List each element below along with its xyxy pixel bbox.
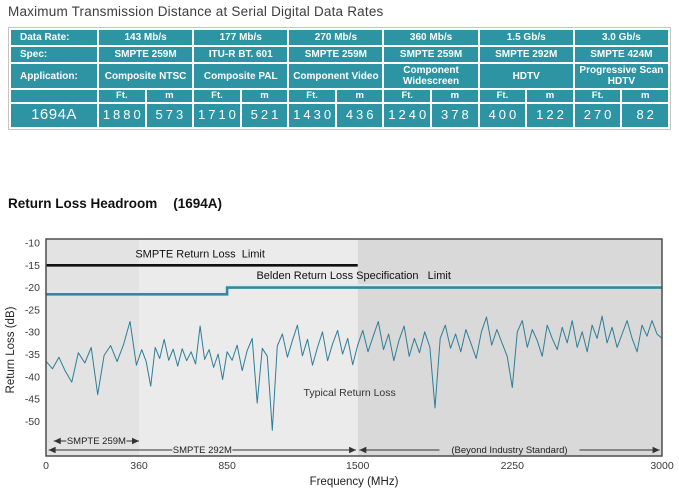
y-tick-label: -50 — [25, 416, 40, 428]
data-rate-cell: 3.0 Gb/s — [574, 30, 668, 45]
section-heading: Return Loss Headroom (1694A) — [8, 196, 222, 211]
spec-cell: SMPTE 292M — [479, 47, 573, 62]
range-annotation-label: (Beyond Industry Standard) — [451, 445, 567, 456]
distance-ft-value: 1240 — [384, 104, 431, 127]
spec-cell: SMPTE 259M — [289, 47, 383, 62]
data-rate-cell: 270 Mb/s — [289, 30, 383, 45]
data-rate-cell: 1.5 Gb/s — [479, 30, 573, 45]
arrowhead-left — [359, 446, 367, 454]
chart-band — [357, 239, 662, 456]
distance-m-value: 521 — [241, 104, 288, 127]
unit-m-cell: m — [336, 90, 383, 102]
application-cell: Composite NTSC — [99, 64, 193, 88]
row-label-data-rate: Data Rate: — [11, 30, 97, 45]
unit-ft-cell: Ft. — [194, 90, 240, 102]
x-tick-label: 360 — [130, 460, 148, 472]
y-tick-label: -10 — [25, 238, 40, 250]
typical-return-loss-label: Typical Return Loss — [304, 387, 396, 399]
return-loss-chart-container: -10 -15 -20 -25 -30 -35 -40 -45 -50 Return Loss (… — [0, 232, 679, 495]
y-axis-title: Return Loss (dB) — [5, 306, 17, 393]
data-rate-cell: 177 Mb/s — [194, 30, 288, 45]
belden-limit-label: Belden Return Loss Specification Limit — [256, 270, 450, 282]
arrowhead-right — [652, 446, 660, 454]
unit-m-cell: m — [622, 90, 668, 102]
range-annotation-label-bg — [439, 444, 580, 456]
distance-m-value: 436 — [336, 104, 383, 127]
chart-band — [46, 239, 140, 456]
unit-m-cell: m — [146, 90, 193, 102]
product-cell: 1694A — [11, 104, 97, 127]
table-row: Ft. m Ft. m Ft. m Ft. m Ft. m Ft. m — [11, 90, 668, 102]
table-body: Data Rate: 143 Mb/s 177 Mb/s 270 Mb/s 360 Mb… — [11, 30, 668, 127]
unit-ft-cell: Ft. — [384, 90, 431, 102]
distance-m-value: 378 — [432, 104, 478, 127]
x-tick-label: 850 — [218, 460, 236, 472]
distance-ft-value: 1880 — [99, 104, 145, 127]
spec-cell: SMPTE 424M — [574, 47, 668, 62]
return-loss-chart: -10 -15 -20 -25 -30 -35 -40 -45 -50 Return Loss (… — [5, 238, 674, 489]
y-tick-label: -20 — [25, 282, 40, 294]
spec-cell: SMPTE 259M — [384, 47, 478, 62]
application-cell: Component Widescreen — [384, 64, 478, 88]
section-heading-title: Return Loss Headroom — [8, 196, 158, 211]
unit-ft-cell: Ft. — [99, 90, 145, 102]
transmission-distance-table: Data Rate: 143 Mb/s 177 Mb/s 270 Mb/s 360 Mb… — [8, 27, 671, 130]
smpte-limit-label: SMPTE Return Loss Limit — [135, 248, 265, 260]
range-annotation-label: SMPTE 292M — [173, 445, 232, 456]
unit-m-cell: m — [432, 90, 478, 102]
distance-m-value: 573 — [146, 104, 193, 127]
unit-ft-cell: Ft. — [574, 90, 621, 102]
arrowhead-right — [132, 437, 140, 445]
range-annotation-label-bg — [172, 444, 233, 456]
typical-return-loss-trace — [45, 315, 663, 431]
data-rate-cell: 143 Mb/s — [99, 30, 193, 45]
y-tick-label: -35 — [25, 349, 40, 361]
spec-cell: SMPTE 259M — [99, 47, 193, 62]
distance-m-value: 122 — [527, 104, 573, 127]
unit-ft-cell: Ft. — [289, 90, 335, 102]
x-axis-title: Frequency (MHz) — [310, 476, 399, 488]
x-tick-label: 2250 — [501, 460, 525, 472]
y-tick-label: -30 — [25, 327, 40, 339]
unit-ft-cell: Ft. — [479, 90, 526, 102]
data-rate-cell: 360 Mb/s — [384, 30, 478, 45]
distance-ft-value: 1430 — [289, 104, 335, 127]
x-tick-label: 0 — [43, 460, 49, 472]
x-tick-label: 3000 — [650, 460, 674, 472]
arrowhead-right — [349, 446, 357, 454]
table-row: 1694A 1880 573 1710 521 1430 436 1240 378 400 122 2… — [11, 104, 668, 127]
spec-cell: ITU-R BT. 601 — [194, 47, 288, 62]
application-cell: Composite PAL — [194, 64, 288, 88]
application-cell: HDTV — [479, 64, 573, 88]
arrowhead-left — [53, 437, 61, 445]
unit-row-spacer — [11, 90, 97, 102]
distance-m-value: 82 — [622, 104, 668, 127]
row-label-application: Application: — [11, 64, 97, 88]
x-tick-label: 1500 — [346, 460, 370, 472]
unit-m-cell: m — [241, 90, 288, 102]
table-row: Spec: SMPTE 259M ITU-R BT. 601 SMPTE 259M SM… — [11, 47, 668, 62]
range-annotation-label: SMPTE 259M — [67, 436, 126, 447]
y-tick-label: -25 — [25, 304, 40, 316]
table-row: Data Rate: 143 Mb/s 177 Mb/s 270 Mb/s 360 Mb… — [11, 30, 668, 45]
y-tick-label: -45 — [25, 394, 40, 406]
application-cell: Progressive Scan HDTV — [574, 64, 668, 88]
document-title: Maximum Transmission Distance at Serial … — [8, 4, 384, 19]
distance-ft-value: 400 — [479, 104, 526, 127]
unit-m-cell: m — [527, 90, 573, 102]
range-annotation-label-bg — [66, 435, 127, 447]
application-cell: Component Video — [289, 64, 383, 88]
table-row: Application: Composite NTSC Composite PAL C… — [11, 64, 668, 88]
arrowhead-left — [48, 446, 56, 454]
section-heading-product: (1694A) — [173, 196, 223, 211]
plot-frame — [45, 238, 663, 457]
row-label-spec: Spec: — [11, 47, 97, 62]
y-tick-label: -40 — [25, 371, 40, 383]
distance-ft-value: 1710 — [194, 104, 240, 127]
belden-limit-line — [46, 286, 662, 296]
y-tick-label: -15 — [25, 260, 40, 272]
distance-ft-value: 270 — [574, 104, 621, 127]
